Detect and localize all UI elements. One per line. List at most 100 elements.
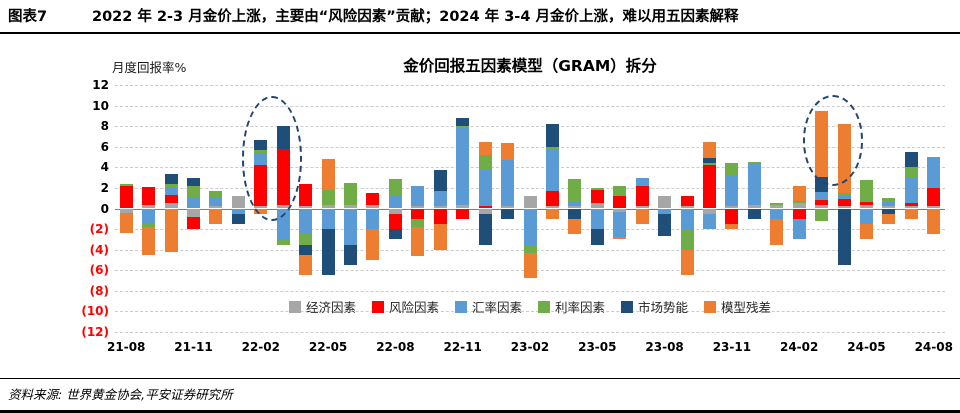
legend-label: 汇率因素	[471, 300, 522, 315]
y-axis-tick: 10	[92, 98, 109, 113]
bar-segment-22-05	[321, 208, 335, 230]
gridline	[115, 126, 945, 128]
bar-segment-23-09	[680, 206, 694, 209]
bar-segment-23-12	[747, 162, 761, 165]
bar-segment-22-06	[344, 182, 358, 206]
footer-source: 资料来源: 世界黄金协会,平安证券研究所	[0, 378, 960, 413]
bar-segment-22-04	[299, 208, 313, 235]
y-axis-tick: 0	[100, 201, 109, 216]
bar-segment-24-07	[904, 206, 918, 209]
bar-segment-22-12	[478, 170, 492, 207]
bar-segment-23-08	[658, 208, 672, 214]
bar-segment-21-10	[164, 183, 178, 187]
bar-segment-23-02	[523, 244, 537, 253]
bar-segment-24-08	[927, 157, 941, 188]
bar-segment-22-11	[456, 205, 470, 209]
legend-item: 汇率因素	[454, 297, 522, 316]
bar-segment-23-11	[725, 208, 739, 224]
bar-segment-23-02	[523, 196, 537, 209]
bar-segment-21-08	[119, 183, 133, 186]
bar-segment-22-10	[433, 206, 447, 209]
bar-segment-22-08	[388, 196, 402, 209]
bar-segment-22-07	[366, 229, 380, 260]
bar-segment-22-08	[388, 229, 402, 240]
y-axis-tick: (10)	[81, 304, 109, 319]
bar-segment-22-10	[433, 191, 447, 207]
bar-segment-23-05	[590, 229, 604, 245]
legend-item: 市场势能	[621, 297, 688, 316]
header-title: 2022 年 2-3 月金价上涨，主要由“风险因素”贡献；2024 年 3-4 …	[92, 9, 739, 25]
bar-segment-24-06	[882, 213, 896, 224]
bar-segment-24-05	[859, 179, 873, 203]
bar-segment-22-06	[344, 205, 358, 209]
x-axis-tick: 23-02	[510, 340, 550, 354]
legend-swatch-icon	[288, 300, 301, 313]
bar-segment-22-09	[411, 227, 425, 256]
bar-segment-23-07	[635, 185, 649, 207]
y-axis-tick: (6)	[89, 263, 109, 278]
bar-segment-22-08	[388, 178, 402, 197]
x-axis-tick: 24-05	[847, 340, 886, 354]
bar-segment-23-07	[635, 206, 649, 209]
x-axis-tick: 24-02	[779, 340, 819, 354]
y-axis-tick: 8	[100, 119, 109, 134]
bar-segment-23-04	[568, 208, 582, 219]
bar-segment-23-06	[613, 185, 627, 197]
bar-segment-23-01	[501, 160, 515, 207]
x-axis-tick: 22-02	[241, 340, 280, 354]
bar-segment-22-09	[411, 208, 425, 219]
legend-item: 经济因素	[288, 297, 356, 316]
bar-segment-23-05	[590, 208, 604, 230]
bar-segment-22-05	[321, 205, 335, 209]
legend-label: 经济因素	[305, 300, 356, 315]
bar-segment-23-09	[680, 196, 694, 207]
bar-segment-22-04	[299, 254, 313, 276]
bar-segment-23-09	[680, 208, 694, 230]
bar-segment-21-08	[119, 212, 133, 234]
bar-segment-21-11	[187, 216, 200, 230]
bar-segment-24-01	[770, 203, 784, 206]
bar-segment-23-01	[501, 206, 515, 209]
bar-segment-23-06	[613, 211, 627, 238]
bar-segment-24-03	[815, 205, 829, 209]
bar-segment-21-09	[142, 227, 156, 255]
plot-area: 12 10 8 6 4 2 0 (2) (4) (6) (8) (10) (12) 21-08 21-11 2…	[81, 78, 953, 354]
bar-segment-23-04	[568, 201, 582, 207]
x-axis-tick: 22-08	[376, 340, 415, 354]
bar-segment-23-04	[568, 178, 582, 202]
bar-segment-21-11	[187, 185, 200, 199]
bar-segment-24-07	[904, 203, 918, 207]
bar-segment-23-01	[501, 142, 515, 161]
bar-segment-23-02	[523, 208, 537, 245]
bar-segment-21-12	[209, 191, 223, 199]
bar-segment-22-01	[231, 208, 245, 214]
y-axis-tick: (8)	[89, 283, 109, 298]
bar-segment-22-06	[344, 244, 358, 266]
bar-segment-22-04	[299, 234, 313, 245]
x-axis-tick: 22-11	[443, 340, 482, 354]
bar-segment-21-10	[164, 208, 178, 252]
bar-segment-22-12	[478, 206, 492, 209]
annotation-dashed-ellipse-1	[241, 96, 303, 221]
bar-segment-23-10	[702, 165, 716, 209]
bar-segment-23-05	[590, 189, 604, 204]
x-axis-tick: 21-08	[107, 340, 146, 354]
bar-segment-21-08	[119, 185, 133, 209]
bar-segment-22-11	[456, 126, 470, 129]
bar-segment-23-04	[568, 218, 582, 235]
bar-segment-24-01	[770, 205, 784, 209]
bar-segment-24-04	[837, 206, 851, 209]
x-axis-tick: 23-05	[578, 340, 617, 354]
bar-segment-21-12	[209, 198, 223, 207]
gridline	[115, 290, 945, 292]
bar-segment-22-10	[433, 208, 447, 224]
bar-segment-21-10	[164, 186, 178, 196]
bar-segment-22-05	[321, 229, 335, 276]
bar-segment-24-08	[927, 208, 941, 235]
legend: 经济因素 风险因素 汇率因素 利率因素 市场势能 模型残差	[115, 297, 945, 316]
bar-segment-23-07	[635, 177, 649, 186]
bar-segment-24-06	[882, 206, 896, 209]
gridline	[115, 187, 945, 189]
chart-title: 金价回报五因素模型（GRAM）拆分	[403, 57, 657, 75]
